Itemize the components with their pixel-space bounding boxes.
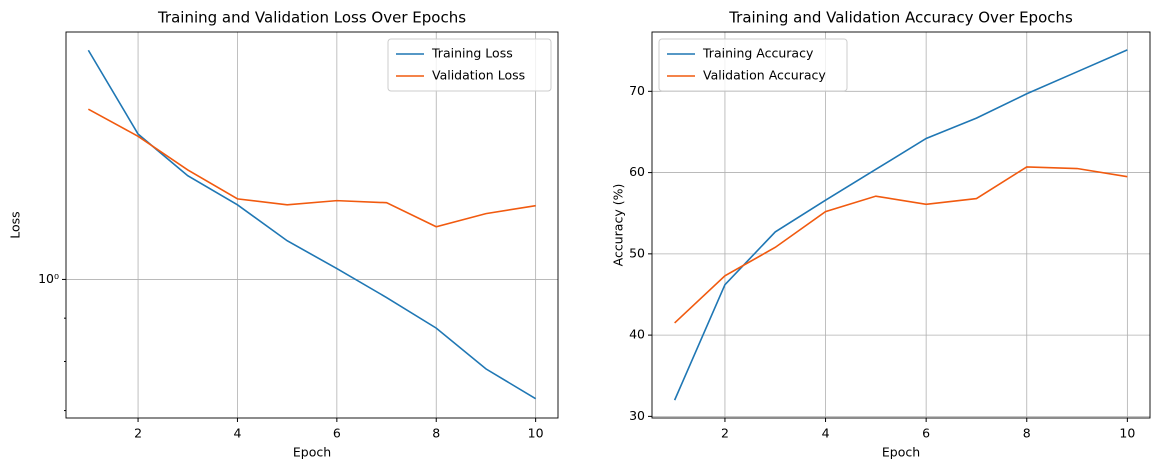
legend: Training Accuracy Validation Accuracy: [658, 38, 848, 92]
chart-panel: Training and Validation Loss Over Epochs…: [8, 9, 559, 460]
x-tick-label: 8: [432, 426, 440, 441]
x-tick-label: 8: [1023, 426, 1031, 441]
line-series: [674, 166, 1128, 324]
y-tick-label: 30: [629, 408, 645, 423]
legend-box: [387, 38, 552, 92]
line-series: [87, 49, 537, 400]
y-axis-label: Loss: [8, 211, 23, 238]
chart-title: Training and Validation Accuracy Over Ep…: [728, 9, 1073, 27]
x-tick-label: 4: [233, 426, 241, 441]
line-series: [87, 108, 536, 228]
line-series: [673, 49, 1128, 401]
legend: Training Loss Validation Loss: [387, 38, 552, 92]
legend-label: Validation Accuracy: [703, 68, 826, 83]
chart-panel: Training and Validation Accuracy Over Ep…: [611, 9, 1151, 460]
x-tick-label: 2: [721, 426, 729, 441]
legend-box: [658, 38, 848, 92]
y-tick-label: 50: [629, 245, 645, 260]
x-tick-label: 6: [333, 426, 341, 441]
x-tick-label: 6: [922, 426, 930, 441]
chart-title: Training and Validation Loss Over Epochs: [157, 9, 466, 27]
y-tick-label: 70: [629, 83, 645, 98]
x-tick-label: 10: [528, 426, 544, 441]
x-axis-label: Epoch: [882, 445, 920, 460]
y-tick-label: 40: [629, 327, 645, 342]
legend-label: Training Loss: [431, 46, 513, 61]
y-tick-label: 60: [629, 164, 645, 179]
x-tick-label: 2: [134, 426, 142, 441]
y-tick-label: 10⁰: [38, 271, 59, 286]
x-tick-label: 10: [1119, 426, 1135, 441]
x-axis-label: Epoch: [293, 445, 331, 460]
legend-label: Training Accuracy: [702, 46, 814, 61]
legend-label: Validation Loss: [432, 68, 525, 83]
plot-frame: [65, 31, 559, 419]
x-tick-label: 4: [822, 426, 830, 441]
y-axis-label: Accuracy (%): [611, 184, 626, 267]
plot-frame: [651, 31, 1151, 419]
